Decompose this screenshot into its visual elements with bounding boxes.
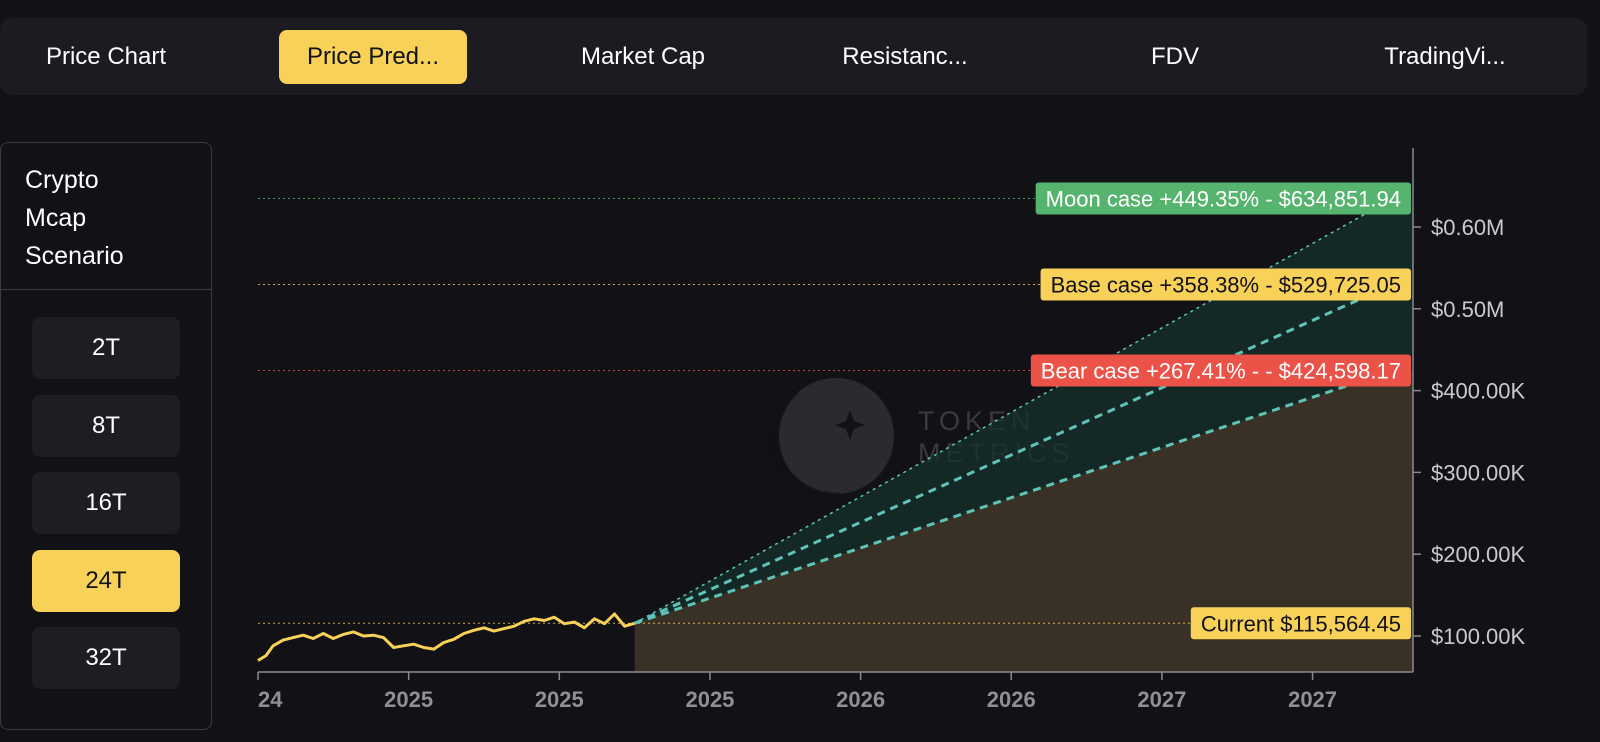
tab-tradingview[interactable]: TradingVi...: [1384, 43, 1506, 70]
bear-label-background: [1030, 354, 1411, 387]
x-tick-label: 2027: [1137, 687, 1186, 712]
x-tick-label: 2027: [1288, 687, 1337, 712]
moon-label-text: Moon case +449.35% - $634,851.94: [1046, 186, 1401, 211]
tab-market-cap[interactable]: Market Cap: [580, 43, 706, 70]
tab-fdv[interactable]: FDV: [1151, 43, 1199, 70]
current-label-background: [1190, 607, 1411, 640]
base-label-text: Base case +358.38% - $529,725.05: [1051, 272, 1401, 297]
y-tick-label: $0.50M: [1431, 297, 1504, 322]
bear-label-text: Bear case +267.41% - - $424,598.17: [1041, 358, 1401, 383]
scenario-title-line: Crypto: [25, 166, 99, 194]
x-tick-label: 2025: [384, 687, 433, 712]
tab-price-chart[interactable]: Price Chart: [45, 43, 167, 70]
scenario-panel-title: Crypto Mcap Scenario: [25, 161, 185, 275]
moon-range-fill: [634, 198, 1413, 624]
scenario-option-8t[interactable]: 8T: [32, 395, 180, 457]
bear-projection-line: [634, 369, 1394, 625]
x-tick-label: 24: [258, 687, 283, 712]
price-history-line: [257, 612, 636, 662]
scenario-title-line: Scenario: [25, 242, 124, 270]
scenario-divider: [1, 289, 211, 290]
bear-case-label: Bear case +267.41% - - $424,598.17: [1030, 354, 1411, 387]
moon-label-background: [1035, 182, 1411, 215]
scenario-option-2t[interactable]: 2T: [32, 317, 180, 379]
bear-range-fill: [634, 370, 1413, 672]
scenario-option-24t[interactable]: 24T: [32, 550, 180, 612]
y-tick-label: $400.00K: [1431, 379, 1526, 404]
base-label-background: [1040, 268, 1411, 301]
moon-case-label: Moon case +449.35% - $634,851.94: [1035, 182, 1411, 215]
scenario-option-32t[interactable]: 32T: [32, 627, 180, 689]
y-tick-label: $300.00K: [1431, 460, 1526, 485]
base-projection-line: [634, 283, 1394, 625]
watermark-logo: [778, 378, 894, 494]
y-tick-label: $200.00K: [1431, 542, 1526, 567]
tab-bar: Price Chart Price Pred... Market Cap Res…: [0, 18, 1587, 95]
watermark-logo-crescent: [766, 392, 842, 497]
scenario-panel: Crypto Mcap Scenario 2T 8T 16T 24T 32T: [0, 142, 212, 730]
watermark-star-icon: [835, 410, 865, 440]
current-label-text: Current $115,564.45: [1201, 611, 1401, 636]
tab-resistance[interactable]: Resistanc...: [842, 43, 968, 70]
current-case-label: Current $115,564.45: [1190, 607, 1411, 640]
y-tick-label: $0.60M: [1431, 215, 1504, 240]
x-tick-label: 2026: [836, 687, 885, 712]
scenario-option-16t[interactable]: 16T: [32, 472, 180, 534]
x-tick-label: 2025: [535, 687, 584, 712]
x-tick-label: 2025: [685, 687, 734, 712]
base-case-label: Base case +358.38% - $529,725.05: [1040, 268, 1411, 301]
y-tick-label: $100.00K: [1431, 624, 1526, 649]
x-tick-label: 2026: [987, 687, 1036, 712]
tab-price-prediction[interactable]: Price Pred...: [279, 30, 467, 84]
scenario-title-line: Mcap: [25, 204, 87, 232]
moon-projection-line: [634, 197, 1394, 624]
